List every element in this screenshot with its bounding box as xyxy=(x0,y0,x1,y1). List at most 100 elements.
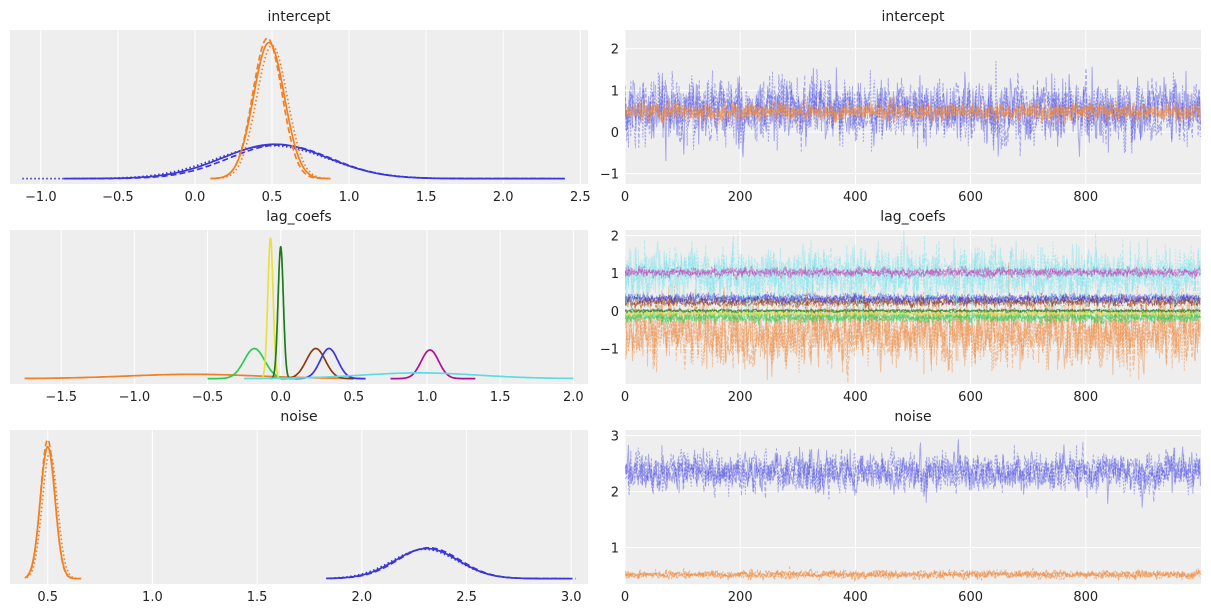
trace-chain-cyan-coef xyxy=(625,232,1201,320)
x-tick-label: 600 xyxy=(958,390,983,405)
trace-chain-blue-coef xyxy=(625,291,1201,307)
trace-chain-cyan-coef xyxy=(625,234,1201,326)
x-tick-label: −1.5 xyxy=(45,390,77,405)
x-tick-label: −1.0 xyxy=(119,390,151,405)
y-tick-label: −1 xyxy=(600,168,619,183)
plot-area xyxy=(10,430,588,584)
panel-noise-trace: 0 200 400 600 800 1 2 3 noise xyxy=(611,409,1201,605)
trace-chain-orange-coef xyxy=(625,262,1201,375)
x-tick-label: 400 xyxy=(843,590,868,605)
y-tick-label: 0 xyxy=(611,126,619,141)
plot-area xyxy=(10,230,588,384)
panel-noise-kde: 0.5 1.0 1.5 2.0 2.5 3.0 noise xyxy=(10,409,588,605)
kde-curve-blue-chain-2 xyxy=(22,144,565,180)
y-tick-label: 1 xyxy=(611,267,619,282)
trace-chain-yellow-coef xyxy=(625,310,1201,317)
x-tick-label: 0.5 xyxy=(262,190,283,205)
panel-title: intercept xyxy=(268,9,332,25)
panel-title: intercept xyxy=(882,9,946,25)
kde-curve-magenta-coef xyxy=(390,349,476,380)
x-tick-label: 1.5 xyxy=(490,390,511,405)
x-tick-label: 0 xyxy=(621,590,629,605)
x-tick-label: 2.5 xyxy=(456,590,477,605)
plot-area xyxy=(625,430,1201,584)
x-tick-label: 200 xyxy=(728,190,753,205)
x-tick-label: 2.0 xyxy=(493,190,514,205)
y-tick-label: 3 xyxy=(611,430,619,445)
trace-chain-orange-coef xyxy=(625,283,1201,384)
x-tick-label: 800 xyxy=(1073,390,1098,405)
x-tick-label: 200 xyxy=(728,590,753,605)
y-tick-label: 1 xyxy=(611,84,619,99)
panel-title: lag_coefs xyxy=(880,209,945,225)
y-tick-label: 0 xyxy=(611,305,619,320)
x-tick-label: 3.0 xyxy=(561,590,582,605)
x-tick-label: 400 xyxy=(843,190,868,205)
series-group xyxy=(24,237,574,380)
x-tick-label: 600 xyxy=(958,590,983,605)
panel-lag_coefs-trace: 0 200 400 600 800 −1 0 1 2 lag_coefs xyxy=(600,209,1201,405)
trace-chain-orange-coef xyxy=(625,286,1201,380)
x-tick-label: 600 xyxy=(958,190,983,205)
trace-chain-magenta-coef xyxy=(625,265,1201,281)
kde-curve-yellow-coef xyxy=(259,237,282,380)
kde-curve-orange-chain-3 xyxy=(210,44,331,180)
x-tick-label: 0.0 xyxy=(270,390,291,405)
x-tick-label: −1.0 xyxy=(25,190,57,205)
kde-curve-brown-coef xyxy=(280,347,355,380)
panel-lag_coefs-kde: −1.5 −1.0 −0.5 0.0 0.5 1.0 1.5 2.0 lag_coefs xyxy=(10,209,588,405)
panel-title: noise xyxy=(280,409,317,425)
x-tick-label: 1.0 xyxy=(339,190,360,205)
y-tick-label: 1 xyxy=(611,542,619,557)
trace-chain-green-coef xyxy=(625,308,1201,325)
trace-chain-blue-coef xyxy=(625,291,1201,306)
kde-curve-orange-chain-3 xyxy=(26,451,82,580)
series-group xyxy=(625,230,1201,384)
y-tick-label: 2 xyxy=(611,43,619,58)
x-tick-label: 0.5 xyxy=(344,390,365,405)
x-tick-label: 2.0 xyxy=(563,390,584,405)
y-tick-label: 2 xyxy=(611,230,619,245)
x-tick-label: 0.0 xyxy=(185,190,206,205)
x-tick-label: 1.0 xyxy=(417,390,438,405)
kde-curve-blue-chain-3 xyxy=(71,144,550,180)
trace-chain-blue-chains xyxy=(625,442,1201,503)
x-tick-label: −0.5 xyxy=(192,390,224,405)
kde-curve-blue-chain-3 xyxy=(330,546,561,580)
series-group xyxy=(22,37,565,180)
x-tick-label: 1.0 xyxy=(142,590,163,605)
series-group xyxy=(24,438,576,580)
series-group xyxy=(625,61,1201,162)
x-tick-label: 2.5 xyxy=(570,190,591,205)
panel-title: noise xyxy=(894,409,931,425)
x-tick-label: 0.5 xyxy=(37,590,58,605)
panel-intercept-kde: −1.0 −0.5 0.0 0.5 1.0 1.5 2.0 2.5 intercept xyxy=(10,9,591,205)
trace-chain-dark-green-coef xyxy=(625,307,1201,314)
trace-chain-brown-coef xyxy=(625,292,1201,310)
y-tick-label: −1 xyxy=(600,342,619,357)
trace-chain-blue-chains xyxy=(625,439,1201,508)
trace-chain-blue-chains xyxy=(625,61,1201,155)
kde-curve-cyan-coef xyxy=(244,372,574,380)
trace-chain-magenta-coef xyxy=(625,265,1201,279)
kde-curve-orange-chain-2 xyxy=(213,37,327,180)
x-tick-label: 400 xyxy=(843,390,868,405)
trace-chain-blue-coef xyxy=(625,291,1201,307)
x-tick-label: 800 xyxy=(1073,190,1098,205)
y-tick-label: 2 xyxy=(611,486,619,501)
trace-chain-blue-chains xyxy=(625,444,1201,499)
trace-chain-brown-coef xyxy=(625,292,1201,311)
x-tick-label: 2.0 xyxy=(351,590,372,605)
x-tick-label: 1.5 xyxy=(416,190,437,205)
x-tick-label: 1.5 xyxy=(247,590,268,605)
trace-chain-green-coef xyxy=(625,309,1201,328)
panel-title: lag_coefs xyxy=(266,209,331,225)
plot-area xyxy=(625,230,1201,384)
x-tick-label: 800 xyxy=(1073,590,1098,605)
kde-curve-dark-green-coef xyxy=(269,245,292,380)
trace-chain-cyan-coef xyxy=(625,230,1201,323)
trace-chain-magenta-coef xyxy=(625,264,1201,280)
x-tick-label: 0 xyxy=(621,390,629,405)
